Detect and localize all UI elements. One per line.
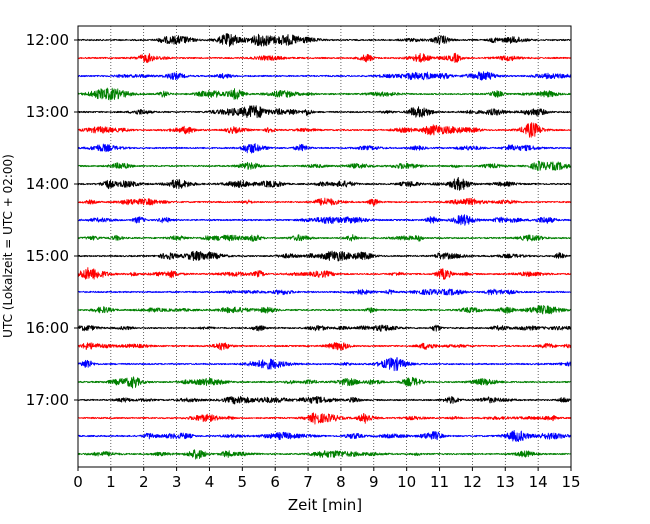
trace-1515 [77, 267, 572, 280]
trace-1715 [77, 412, 572, 425]
x-tick-label-10: 10 [397, 473, 416, 491]
trace-1245 [77, 87, 572, 101]
trace-1200 [77, 33, 572, 47]
trace-1215 [77, 52, 572, 64]
x-axis-ticks: 0 1 2 3 4 5 6 7 8 9 10 11 12 13 14 15 [73, 467, 581, 491]
x-tick-label-4: 4 [205, 473, 215, 491]
trace-1645 [77, 376, 572, 389]
x-tick-label-5: 5 [238, 473, 248, 491]
x-tick-label-0: 0 [73, 473, 83, 491]
trace-1230 [77, 71, 572, 81]
x-tick-label-7: 7 [303, 473, 313, 491]
trace-1330 [77, 143, 572, 154]
trace-1745 [77, 449, 572, 460]
trace-1315 [77, 122, 572, 138]
trace-1700 [77, 395, 572, 405]
trace-layer [77, 33, 572, 460]
trace-1345 [77, 160, 572, 172]
trace-1630 [77, 357, 572, 372]
x-tick-label-13: 13 [496, 473, 515, 491]
trace-1300 [77, 105, 572, 119]
trace-1545 [77, 305, 572, 315]
x-tick-label-8: 8 [336, 473, 346, 491]
trace-1530 [77, 288, 572, 296]
y-tick-label-5: 17:00 [26, 391, 69, 409]
trace-1500 [77, 250, 572, 262]
y-tick-label-4: 16:00 [26, 319, 69, 337]
x-tick-label-11: 11 [430, 473, 449, 491]
y-tick-label-0: 12:00 [26, 31, 69, 49]
x-tick-label-14: 14 [529, 473, 548, 491]
x-tick-label-3: 3 [172, 473, 182, 491]
y-tick-label-3: 15:00 [26, 247, 69, 265]
x-tick-label-12: 12 [463, 473, 482, 491]
trace-1600 [77, 324, 572, 332]
trace-1430 [77, 214, 572, 226]
trace-1400 [77, 177, 572, 191]
plot-frame [77, 25, 572, 468]
trace-1730 [77, 430, 572, 443]
x-tick-label-15: 15 [561, 473, 580, 491]
y-axis-ticks: 12:00 13:00 14:00 15:00 16:00 17:00 [26, 31, 78, 409]
x-tick-label-9: 9 [369, 473, 379, 491]
x-axis-label: Zeit [min] [288, 496, 362, 514]
x-tick-label-1: 1 [106, 473, 116, 491]
trace-1445 [77, 234, 572, 242]
trace-1615 [77, 342, 572, 351]
trace-1415 [77, 197, 572, 207]
y-tick-label-1: 13:00 [26, 103, 69, 121]
x-tick-label-2: 2 [139, 473, 149, 491]
y-axis-label: UTC (Lokalzeit = UTC + 02:00) [1, 154, 15, 338]
x-tick-label-6: 6 [270, 473, 280, 491]
y-tick-label-2: 14:00 [26, 175, 69, 193]
